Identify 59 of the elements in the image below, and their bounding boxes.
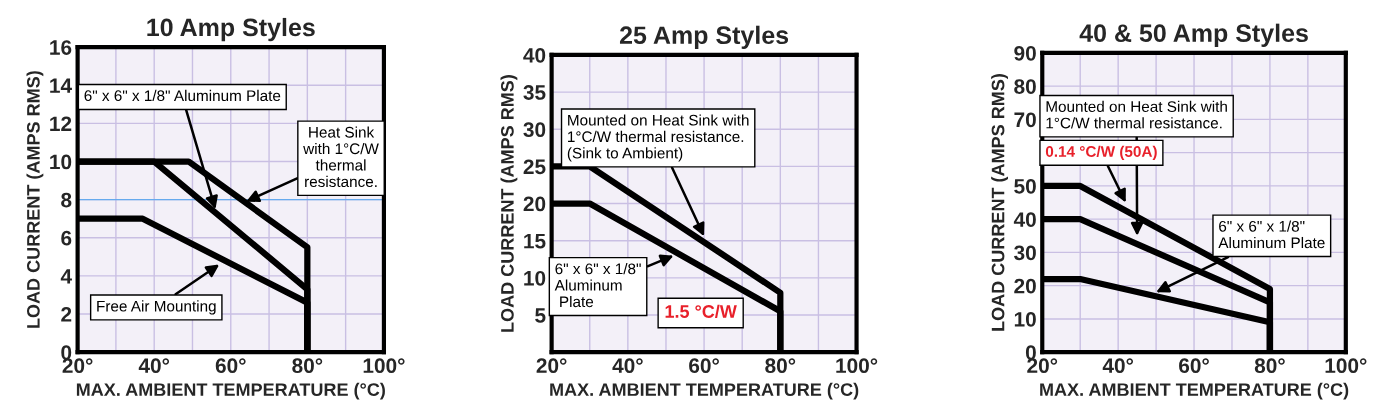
y-tick-label: 20 [523, 196, 546, 212]
annotation: 0.14 °C/W (50A) [1045, 145, 1157, 160]
annotation: Heat Sink with 1°C/W thermal resistance. [303, 126, 379, 188]
y-tick-label: 4 [60, 269, 72, 284]
y-tick-label: 16 [50, 40, 72, 55]
y-tick-label: 10 [50, 154, 72, 170]
y-tick-label: 25 [523, 159, 546, 175]
y-axis-title: LOAD CURRENT (AMPS RMS) [26, 71, 44, 328]
x-tick-label: 100° [363, 358, 405, 374]
x-axis-title: MAX. AMBIENT TEMPERATURE (°C) [550, 382, 859, 400]
x-tick-label: 80° [765, 358, 796, 374]
x-tick-label: 60° [215, 358, 246, 374]
x-tick-label: 40° [1102, 358, 1134, 374]
y-tick-label: 90 [1014, 45, 1036, 61]
annotation: 6" x 6" x 1/8" Aluminum Plate [84, 89, 281, 102]
x-tick-label: 40° [612, 358, 643, 374]
y-tick-label: 70 [1014, 112, 1036, 128]
x-axis-title: MAX. AMBIENT TEMPERATURE (°C) [1040, 382, 1349, 400]
y-tick-label: 40 [1013, 212, 1036, 227]
y-tick-label: 30 [523, 122, 546, 138]
y-tick-label: 10 [1014, 311, 1036, 327]
y-tick-label: 12 [50, 116, 72, 131]
y-tick-label: 40 [523, 47, 546, 63]
y-axis-title: LOAD CURRENT (AMPS RMS) [991, 74, 1008, 331]
x-tick-label: 100° [1325, 358, 1367, 374]
y-tick-label: 35 [523, 85, 546, 100]
y-tick-label: 10 [524, 270, 546, 286]
x-tick-label: 80° [1254, 358, 1285, 374]
annotation: 6" x 6" x 1/8" Aluminum Plate [1218, 220, 1325, 249]
annotation: 1.5 °C/W [665, 304, 737, 319]
y-tick-label: 0 [1025, 345, 1036, 360]
y-tick-label: 50 [1014, 178, 1036, 194]
x-tick-label: 20° [1027, 358, 1058, 374]
annotation: 6" x 6" x 1/8" Aluminum Plate [554, 263, 641, 308]
x-axis-title: MAX. AMBIENT TEMPERATURE (°C) [76, 382, 385, 400]
annotation: Mounted on Heat Sink with 1°C/W thermal resistance. [1046, 100, 1227, 129]
x-tick-label: 60° [1179, 358, 1209, 374]
y-tick-label: 8 [61, 192, 72, 208]
chart-title: 40 & 50 Amp Styles [1079, 23, 1308, 47]
y-tick-label: 15 [524, 233, 546, 249]
chart-title: 25 Amp Styles [619, 25, 789, 50]
x-tick-label: 20° [536, 358, 567, 374]
y-tick-label: 5 [535, 308, 546, 323]
x-tick-label: 40° [138, 358, 170, 374]
annotation: Free Air Mounting [97, 300, 216, 315]
annotation: Mounted on Heat Sink with 1°C/W thermal resistance. (Sink to Ambient) [567, 114, 749, 162]
x-tick-label: 80° [292, 358, 323, 374]
y-tick-label: 14 [50, 78, 72, 93]
y-tick-label: 30 [1014, 245, 1036, 261]
chart-title: 10 Amp Styles [147, 17, 315, 42]
y-axis-title: LOAD CURRENT (AMPS RMS) [500, 75, 518, 332]
y-tick-label: 2 [61, 307, 72, 322]
y-tick-label: 0 [61, 345, 72, 360]
x-tick-label: 20° [62, 358, 93, 374]
x-tick-label: 60° [689, 358, 719, 374]
y-tick-label: 6 [61, 230, 72, 246]
y-tick-label: 80 [1014, 79, 1036, 94]
x-tick-label: 100° [836, 358, 878, 374]
y-tick-label: 20 [1014, 278, 1036, 294]
